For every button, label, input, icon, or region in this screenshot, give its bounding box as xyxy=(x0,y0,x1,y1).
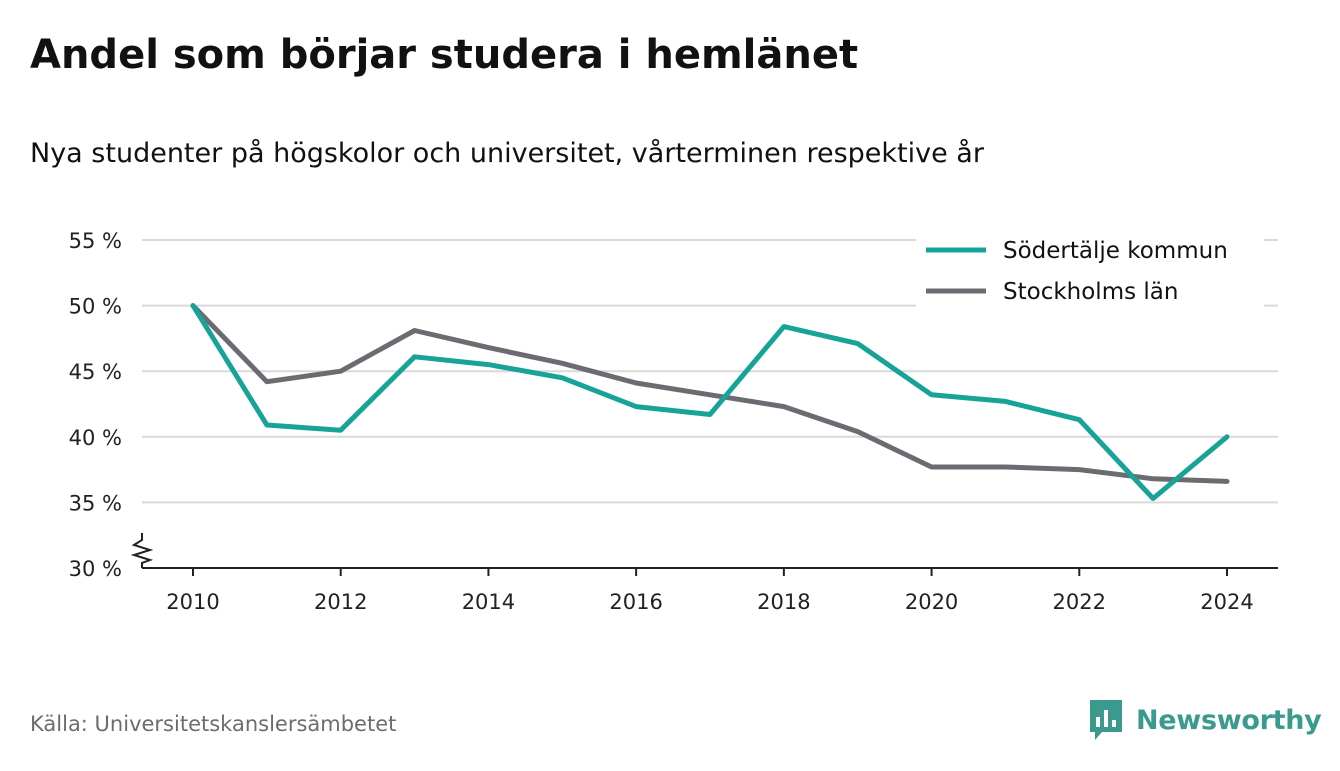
x-axis: 2010 2012 2014 2016 2018 2020 2022 2024 xyxy=(130,533,1278,614)
x-tick-label: 2012 xyxy=(314,590,367,614)
y-tick-label: 55 % xyxy=(69,229,122,253)
x-tick-label: 2024 xyxy=(1200,590,1253,614)
y-tick-label: 35 % xyxy=(69,491,122,515)
legend-label: Stockholms län xyxy=(1003,279,1178,305)
x-tick-label: 2014 xyxy=(462,590,515,614)
series-lines xyxy=(190,303,1230,501)
y-tick-label: 30 % xyxy=(69,557,122,581)
x-tick-label: 2022 xyxy=(1053,590,1106,614)
brand-name: Newsworthy xyxy=(1136,704,1322,736)
y-tick-label: 50 % xyxy=(69,295,122,319)
series-line xyxy=(190,303,1230,501)
x-tick-label: 2010 xyxy=(166,590,219,614)
source-note: Källa: Universitetskanslersämbetet xyxy=(30,712,397,736)
x-tick-label: 2016 xyxy=(609,590,662,614)
y-tick-label: 40 % xyxy=(69,426,122,450)
newsworthy-logo-icon xyxy=(1090,700,1122,740)
legend-label: Södertälje kommun xyxy=(1003,238,1228,264)
chart-title: Andel som börjar studera i hemlänet xyxy=(30,32,859,78)
legend-background xyxy=(916,230,1264,308)
axis-break-mark xyxy=(130,533,154,568)
legend: Södertälje kommun Stockholms län xyxy=(916,230,1264,308)
x-tick-label: 2018 xyxy=(757,590,810,614)
y-tick-label: 45 % xyxy=(69,360,122,384)
chart-subtitle: Nya studenter på högskolor och universit… xyxy=(30,138,984,169)
y-axis-ticks: 30 % 35 % 40 % 45 % 50 % 55 % xyxy=(69,229,122,581)
x-tick-label: 2020 xyxy=(905,590,958,614)
series-line xyxy=(190,303,1230,484)
brand-logo[interactable]: Newsworthy xyxy=(1088,697,1322,743)
